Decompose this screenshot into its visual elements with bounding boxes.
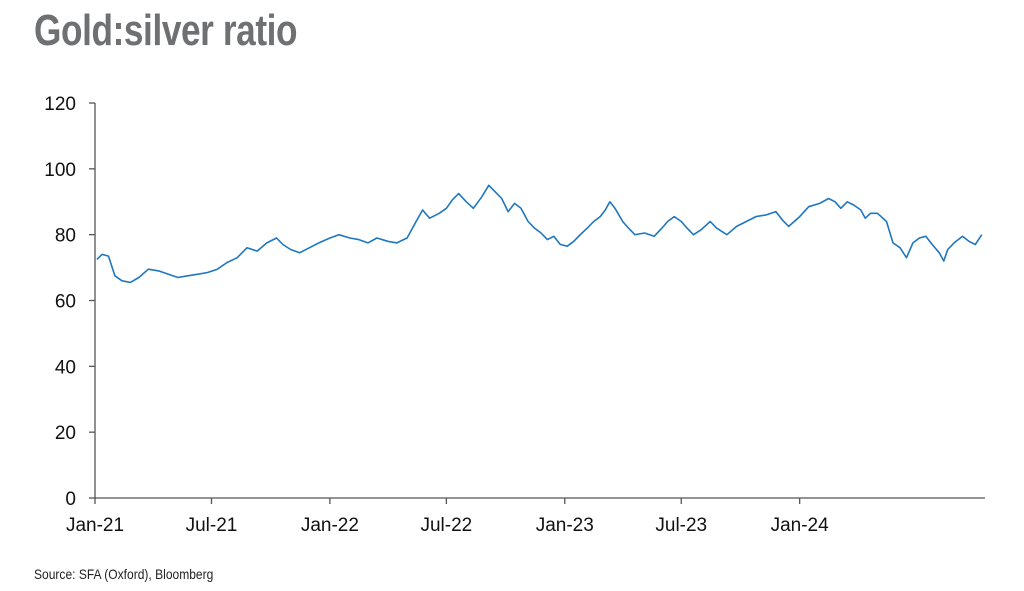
series-line (96, 184, 983, 284)
x-tick-label: Jul-21 (186, 515, 238, 536)
x-tick-label: Jul-23 (655, 515, 707, 536)
chart-title: Gold:silver ratio (34, 6, 298, 55)
x-tick-label: Jan-22 (301, 515, 359, 536)
y-tick-label: 80 (55, 226, 76, 247)
x-tick-label: Jul-22 (420, 515, 472, 536)
x-tick-label: Jan-21 (66, 515, 124, 536)
y-tick-label: 60 (55, 292, 76, 313)
y-axis: 0 20 40 60 80 100 120 (44, 94, 96, 510)
x-tick-label: Jan-24 (771, 515, 830, 536)
source-note: Source: SFA (Oxford), Bloomberg (34, 566, 214, 582)
y-tick-label: 20 (55, 423, 76, 444)
x-axis: Jan-21 Jul-21 Jan-22 Jul-22 Jan-23 Jul-23 Jan-… (66, 497, 985, 536)
x-tick-label: Jan-23 (536, 515, 594, 536)
y-tick-label: 40 (55, 357, 76, 378)
y-tick-label: 0 (65, 489, 76, 510)
y-tick-label: 120 (44, 94, 76, 115)
y-tick-label: 100 (44, 160, 76, 181)
plot-series (96, 184, 983, 284)
